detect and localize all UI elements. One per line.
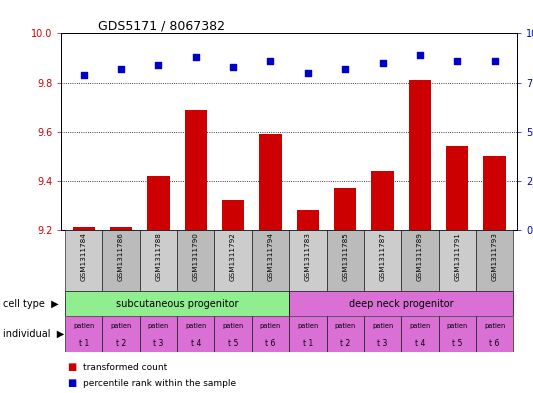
Text: t 6: t 6 [265, 340, 276, 349]
Bar [289, 316, 327, 352]
Text: GSM1311788: GSM1311788 [156, 232, 161, 281]
Text: ■: ■ [67, 362, 76, 373]
Bar [327, 230, 364, 291]
Bar [102, 316, 140, 352]
Text: patien: patien [222, 323, 244, 329]
Bar [252, 230, 289, 291]
Bar [476, 316, 513, 352]
Bar [401, 316, 439, 352]
Text: GSM1311783: GSM1311783 [305, 232, 311, 281]
Bar [401, 230, 439, 291]
Text: t 5: t 5 [452, 340, 463, 349]
Text: GSM1311785: GSM1311785 [342, 232, 348, 281]
Text: ■: ■ [67, 378, 76, 388]
Point [79, 72, 88, 78]
Bar [364, 230, 401, 291]
Bar [177, 230, 214, 291]
Bar [110, 228, 132, 230]
Bar [65, 316, 102, 352]
Text: patien: patien [447, 323, 468, 329]
Point [341, 66, 350, 72]
Point [453, 58, 462, 64]
Bar [483, 156, 506, 230]
Text: t 3: t 3 [377, 340, 387, 349]
Text: patien: patien [73, 323, 94, 329]
Text: individual  ▶: individual ▶ [3, 329, 64, 339]
Text: t 1: t 1 [78, 340, 89, 349]
Text: GSM1311794: GSM1311794 [268, 232, 273, 281]
Bar [65, 291, 289, 316]
Text: t 1: t 1 [303, 340, 313, 349]
Bar [65, 230, 102, 291]
Text: GSM1311791: GSM1311791 [454, 232, 460, 281]
Point [191, 54, 200, 60]
Text: deep neck progenitor: deep neck progenitor [349, 299, 454, 309]
Bar [184, 110, 207, 230]
Bar [439, 316, 476, 352]
Text: t 2: t 2 [116, 340, 126, 349]
Point [416, 52, 424, 58]
Text: t 2: t 2 [340, 340, 350, 349]
Text: subcutaneous progenitor: subcutaneous progenitor [116, 299, 238, 309]
Text: patien: patien [260, 323, 281, 329]
Text: t 3: t 3 [153, 340, 164, 349]
Text: patien: patien [372, 323, 393, 329]
Text: patien: patien [110, 323, 132, 329]
Text: GDS5171 / 8067382: GDS5171 / 8067382 [98, 19, 225, 32]
Text: t 6: t 6 [489, 340, 500, 349]
Text: percentile rank within the sample: percentile rank within the sample [83, 379, 236, 387]
Text: t 5: t 5 [228, 340, 238, 349]
Point [117, 66, 125, 72]
Text: t 4: t 4 [415, 340, 425, 349]
Bar [446, 147, 469, 230]
Text: patien: patien [148, 323, 169, 329]
Bar [297, 210, 319, 230]
Bar [177, 316, 214, 352]
Bar [409, 80, 431, 230]
Point [378, 60, 387, 66]
Text: GSM1311786: GSM1311786 [118, 232, 124, 281]
Bar [214, 316, 252, 352]
Bar [214, 230, 252, 291]
Bar [289, 291, 513, 316]
Point [304, 70, 312, 76]
Bar [102, 230, 140, 291]
Text: GSM1311793: GSM1311793 [491, 232, 498, 281]
Bar [147, 176, 169, 230]
Text: transformed count: transformed count [83, 363, 167, 372]
Text: patien: patien [185, 323, 206, 329]
Text: GSM1311784: GSM1311784 [80, 232, 87, 281]
Bar [439, 230, 476, 291]
Text: cell type  ▶: cell type ▶ [3, 299, 58, 309]
Text: GSM1311789: GSM1311789 [417, 232, 423, 281]
Bar [334, 188, 357, 230]
Bar [222, 200, 244, 230]
Point [490, 58, 499, 64]
Bar [259, 134, 281, 230]
Text: GSM1311790: GSM1311790 [193, 232, 199, 281]
Bar [364, 316, 401, 352]
Bar [140, 230, 177, 291]
Bar [72, 228, 95, 230]
Text: t 4: t 4 [191, 340, 201, 349]
Bar [289, 230, 327, 291]
Bar [140, 316, 177, 352]
Text: patien: patien [484, 323, 505, 329]
Point [266, 58, 274, 64]
Bar [252, 316, 289, 352]
Bar [372, 171, 394, 230]
Point [154, 62, 163, 68]
Bar [327, 316, 364, 352]
Text: GSM1311792: GSM1311792 [230, 232, 236, 281]
Text: patien: patien [335, 323, 356, 329]
Point [229, 64, 237, 70]
Text: patien: patien [297, 323, 318, 329]
Text: GSM1311787: GSM1311787 [379, 232, 385, 281]
Bar [476, 230, 513, 291]
Text: patien: patien [409, 323, 431, 329]
